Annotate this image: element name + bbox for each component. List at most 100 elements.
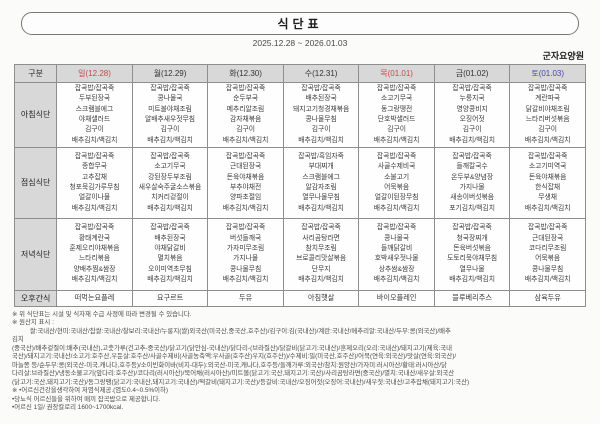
row-label: 오후간식 — [13, 289, 58, 307]
menu-item: 가지나물 — [233, 255, 259, 263]
menu-item: 코다리무조림 — [528, 245, 567, 253]
menu-item: 두유 — [238, 293, 253, 302]
menu-cell: 잡곡밥/잡곡죽 청국장찌개 돈육버섯볶음 도토리묵야채무침 열무나물 배추김치/백김치 — [433, 217, 511, 291]
menu-item: 열무나물 — [459, 265, 485, 273]
menu-item: 콩나물무침 — [532, 265, 564, 273]
menu-cell: 잡곡밥/잡곡죽 소고기무국 동그랑땡전 단호박샐러드 김구이 배추김치/백김치 — [358, 82, 435, 148]
menu-item: 소고기무국 — [380, 95, 413, 103]
menu-cell: 바이오플레인 — [358, 289, 435, 307]
menu-item: 알배추새우젓무침 — [145, 115, 196, 123]
menu-item: 돈육야채볶음 — [528, 173, 567, 181]
menu-item: 배추김치/백김치 — [449, 136, 495, 144]
menu-item: 느타리버섯볶음 — [525, 115, 570, 123]
menu-item: 잡곡밥/잡곡죽 — [452, 224, 492, 232]
note-line: (중국산)/배추겉절이:배추(국내산),고춧가루(건고추-중국산)/닭고기(닭안… — [12, 344, 452, 352]
menu-item: 삼육두유 — [534, 293, 561, 302]
menu-item: 부추야채전 — [229, 183, 262, 191]
menu-item: 배추김치/백김치 — [373, 136, 420, 144]
corner-label: 구분 — [13, 64, 58, 83]
menu-item: 잡곡밥/흑임자죽 — [298, 152, 344, 160]
menu-cell: 잡곡밥/잡곡죽 배추된장국 돼지고기청경채볶음 콩나물무침 김구이 배추김치/백김치 — [282, 82, 360, 148]
note-line: 국산)/돼지고기:국내산/소고기:호주산,우둔살:호주산/사골수제비(사골농축액… — [12, 353, 457, 361]
menu-item: 배추김치/백김치 — [298, 204, 344, 212]
menu-cell: 잡곡밥/잡곡죽 콩나물국 미트볼야채조림 알배추새우젓무침 김구이 배추김치/백김치 — [131, 82, 209, 148]
footnotes: ※ 위 식단표는 시설 및 식자재 수급 사정에 따라 변경될 수 있습니다. ※… — [12, 311, 588, 412]
menu-item: 배추김치/백김치 — [147, 136, 193, 144]
menu-item: 양파초절임 — [229, 194, 262, 202]
date-range: 2025.12.28 ~ 2026.01.03 — [252, 38, 348, 48]
menu-cell: 잡곡밥/잡곡죽 종합무국 고추잡채 청포묵김가루무침 얼갈이나물 배추김치/백김치 — [56, 146, 133, 219]
menu-item: 들깨닭갈비 — [380, 245, 413, 253]
menu-item: 단무지 — [311, 265, 331, 273]
row-label: 저녁식단 — [13, 217, 58, 291]
menu-item: 들깨칼국수 — [456, 163, 488, 171]
menu-item: 온두부&양념장 — [451, 173, 494, 181]
menu-item: 김구이 — [85, 126, 104, 134]
menu-cell: 잡곡밥/잡곡죽 콩나물국 들깨닭갈비 호박새우젓나물 상추쌈&쌈장 배추김치/백김치 — [358, 217, 435, 291]
menu-item: 배추김치/백김치 — [147, 204, 193, 212]
menu-item: 배추김치/백김치 — [222, 136, 269, 144]
menu-item: 배추김치/백김치 — [298, 136, 344, 144]
menu-cell: 잡곡밥/잡곡죽 황태계란국 훈제오리야채볶음 느타리볶음 양배추찜&쌈장 배추김치/백김치 — [56, 217, 133, 291]
menu-item: 야채샐러드 — [78, 115, 111, 123]
menu-item: 미트볼야채조림 — [148, 105, 192, 113]
menu-item: 배추김치/백김치 — [71, 276, 118, 284]
menu-item: 느타리볶음 — [78, 255, 111, 263]
menu-item: 도토리묵야채무침 — [447, 255, 498, 263]
menu-item: 버섯들깨국 — [229, 234, 262, 242]
menu-cell: 잡곡밥/잡곡죽 배추된장국 야채닭갈비 멸치볶음 오이미역초무침 배추김치/백김치 — [131, 217, 209, 291]
menu-item: 잡곡밥/잡곡죽 — [225, 85, 266, 92]
menu-item: 배추김치/백김치 — [222, 204, 269, 212]
menu-item: 소고기미역국 — [528, 163, 567, 171]
menu-item: 잡곡밥/잡곡죽 — [150, 85, 190, 92]
note-line: 쌀:국내산/현미:국내산/찹쌀:국내산/찰보리:국내산/누룽지(쌀)외국산(미국… — [12, 327, 451, 335]
menu-item: 무생채 — [538, 194, 558, 202]
menu-cell: 떠먹는요플레 — [56, 289, 133, 307]
menu-item: 배추김치/백김치 — [524, 276, 571, 284]
menu-item: 잡곡밥/잡곡죽 — [452, 85, 492, 92]
menu-item: 김구이 — [387, 126, 406, 134]
menu-item: 아침햇살 — [307, 293, 335, 302]
day-header: 화(12.30) — [207, 64, 284, 83]
menu-item: 가자미무조림 — [226, 245, 265, 253]
note-line: ※ 위 식단표는 시설 및 식자재 수급 사정에 따라 변경될 수 있습니다. — [12, 310, 192, 318]
menu-item: 콩나물국 — [384, 234, 410, 242]
meal-plan-document: 식단표 2025.12.28 ~ 2026.01.03 군자요양원 구분 일(12… — [12, 12, 588, 412]
menu-item: 잡곡밥/잡곡죽 — [376, 85, 417, 92]
menu-item: 브로콜리맛살볶음 — [296, 255, 347, 263]
menu-item: 포기김치/백김치 — [449, 204, 495, 212]
menu-item: 양배추찜&쌈장 — [73, 265, 116, 273]
menu-item: 잡곡밥/잡곡죽 — [150, 224, 190, 232]
menu-item: 근대된장국 — [229, 163, 262, 171]
menu-cell: 잡곡밥/잡곡죽 사골수제비국 소불고기 어묵볶음 얼갈이된장무침 배추김치/백김치 — [358, 146, 435, 219]
menu-item: 오이미역초무침 — [148, 265, 192, 273]
menu-item: 돈육야채볶음 — [226, 173, 265, 181]
menu-item: 계란파국 — [535, 95, 561, 103]
menu-item: 한식잡채 — [535, 183, 561, 191]
menu-item: 배추김치/백김치 — [147, 276, 193, 284]
menu-item: 종합무국 — [82, 163, 108, 171]
menu-item: 김구이 — [462, 126, 482, 134]
menu-item: 콩나물국 — [157, 95, 183, 103]
menu-item: 얼갈이나물 — [78, 194, 111, 202]
menu-cell: 잡곡밥/잡곡죽 사리곰탕라면 참치무조림 브로콜리맛살볶음 단무지 배추김치/백김치 — [282, 217, 360, 291]
menu-item: 가지나물 — [459, 183, 485, 191]
menu-item: 잡곡밥/잡곡죽 — [225, 224, 266, 232]
menu-item: 잡곡밥/잡곡죽 — [74, 152, 115, 160]
table-row: 아침식단 잡곡밥/잡곡죽 두부된장국 스크램블에그 야채샐러드 김구이 배추김치/백김치 잡곡… — [13, 82, 586, 148]
menu-item: 잡곡밥/잡곡죽 — [452, 152, 492, 160]
menu-item: 새송이버섯볶음 — [450, 194, 494, 202]
day-header: 일(12.28) — [56, 64, 133, 83]
note-line: ※ 원산지 표시 : — [12, 319, 54, 327]
menu-item: 어묵볶음 — [384, 183, 410, 191]
meal-table: 구분 일(12.28) 월(12.29) 화(12.30) 수(12.31) 목(01.0… — [13, 64, 586, 307]
menu-item: 단호박샐러드 — [377, 115, 416, 123]
menu-item: 배추김치/백김치 — [449, 276, 495, 284]
page-title: 식단표 — [277, 17, 323, 31]
row-label: 아침식단 — [13, 82, 58, 148]
menu-cell: 잡곡밥/잡곡죽 근대된장국 코다리무조림 어묵볶음 콩나물무침 배추김치/백김치 — [509, 217, 586, 291]
note-line: ※ •어르신건강을생각하여 저염식제공.(염도0.4~0.5%이하) — [12, 387, 169, 395]
day-header: 월(12.29) — [131, 64, 209, 83]
menu-item: 배추된장국 — [154, 234, 186, 242]
